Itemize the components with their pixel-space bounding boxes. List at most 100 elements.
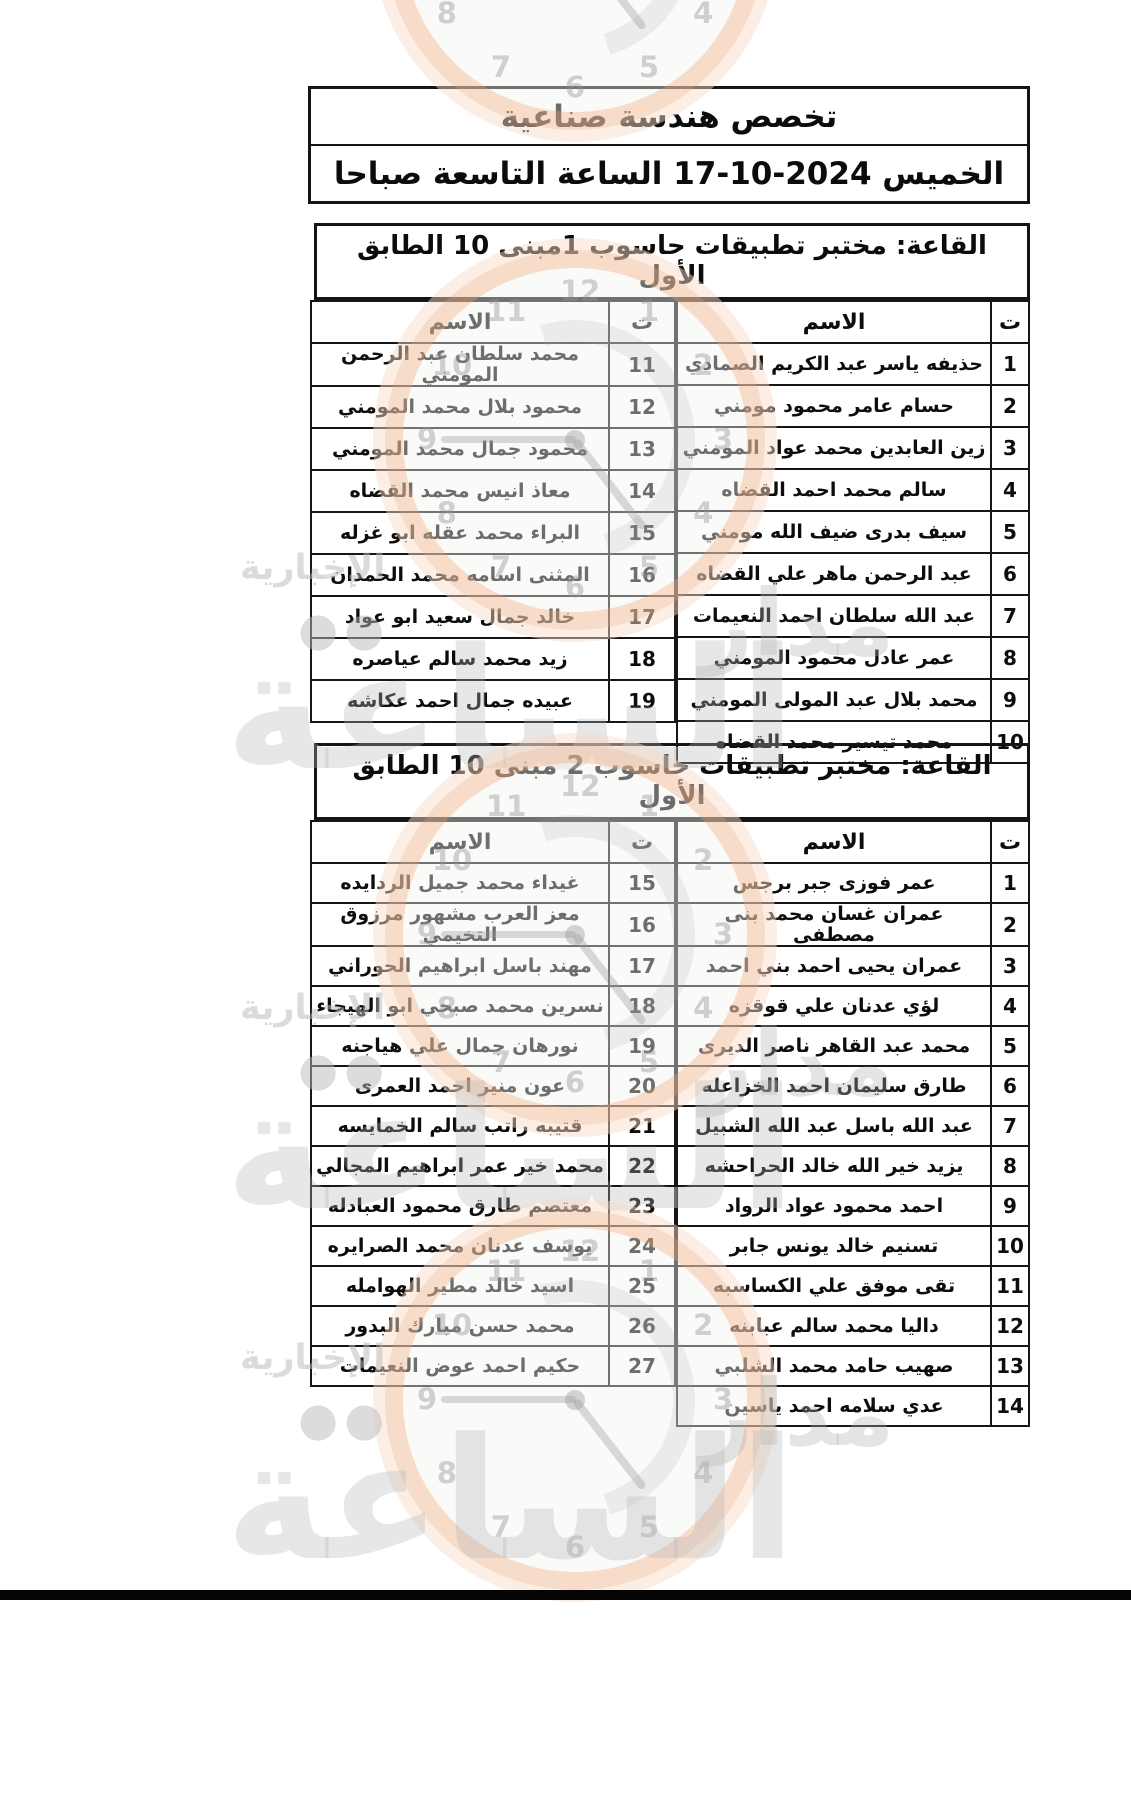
- row-number: 23: [608, 1185, 676, 1228]
- column-header-name: الاسم: [310, 820, 610, 864]
- row-number: 16: [608, 901, 676, 948]
- roster-row: 19 نورهان جمال علي هياجنه: [310, 1025, 676, 1068]
- roster-row: 25 اسيد خالد مطير الهوامله: [310, 1265, 676, 1308]
- roster-row: 3 زين العابدين محمد عواد المومني: [676, 426, 1030, 470]
- column-header-name: الاسم: [676, 300, 992, 344]
- row-number: 12: [608, 385, 676, 430]
- roster-row: 8 عمر عادل محمود المومني: [676, 636, 1030, 680]
- roster-row: 3 عمران يحيى احمد بني احمد: [676, 945, 1030, 988]
- student-name: عبد الله سلطان احمد النعيمات: [676, 594, 992, 638]
- student-name: عمران غسان محمد بنى مصطفى: [676, 901, 992, 948]
- row-number: 27: [608, 1345, 676, 1388]
- row-number: 16: [608, 553, 676, 598]
- roster-row: 4 لؤي عدنان علي قوقزه: [676, 985, 1030, 1028]
- student-name: لؤي عدنان علي قوقزه: [676, 985, 992, 1028]
- student-name: حسام عامر محمود مومني: [676, 384, 992, 428]
- row-number: 7: [990, 1105, 1030, 1148]
- roster-row: 7 عبد الله سلطان احمد النعيمات: [676, 594, 1030, 638]
- row-number: 12: [990, 1305, 1030, 1348]
- student-name: زيد محمد سالم عياصره: [310, 637, 610, 682]
- program-title: تخصص هندسة صناعية: [311, 89, 1027, 146]
- roster-half-left: ت الاسم 15 غيداء محمد جميل الردايده 16 معز …: [310, 820, 676, 1388]
- student-name: محمد حسن مبارك البدور: [310, 1305, 610, 1348]
- student-name: نسرين محمد صبحي ابو الهيجاء: [310, 985, 610, 1028]
- student-name: احمد محمود عواد الرواد: [676, 1185, 992, 1228]
- roster-row: 23 معتصم طارق محمود العبادله: [310, 1185, 676, 1228]
- row-number: 19: [608, 1025, 676, 1068]
- roster-row: 20 عون منير احمد العمرى: [310, 1065, 676, 1108]
- row-number: 3: [990, 426, 1030, 470]
- roster-row: 18 زيد محمد سالم عياصره: [310, 637, 676, 682]
- roster-row: 13 محمود جمال محمد المومني: [310, 427, 676, 472]
- row-number: 14: [990, 1385, 1030, 1428]
- roster-row: 26 محمد حسن مبارك البدور: [310, 1305, 676, 1348]
- column-header-num: ت: [990, 300, 1030, 344]
- row-number: 9: [990, 678, 1030, 722]
- roster-row: 2 عمران غسان محمد بنى مصطفى: [676, 901, 1030, 948]
- session-datetime: الخميس 2024-10-17 الساعة التاسعة صباحا: [333, 156, 1005, 192]
- student-name: خالد جمال سعيد ابو عواد: [310, 595, 610, 640]
- row-number: 4: [990, 985, 1030, 1028]
- roster-row: 10 تسنيم خالد يونس جابر: [676, 1225, 1030, 1268]
- student-name: عمر عادل محمود المومني: [676, 636, 992, 680]
- roster-row: 17 خالد جمال سعيد ابو عواد: [310, 595, 676, 640]
- student-name: عبد الرحمن ماهر علي القضاه: [676, 552, 992, 596]
- room-title: القاعة: مختبر تطبيقات حاسوب 2 مبنى 10 ال…: [314, 743, 1030, 820]
- roster-row: 1 حذيفه ياسر عبد الكريم الصمادي: [676, 342, 1030, 386]
- student-name: صهيب حامد محمد الشلبي: [676, 1345, 992, 1388]
- student-name: تقى موفق علي الكساسبه: [676, 1265, 992, 1308]
- roster-row: 9 احمد محمود عواد الرواد: [676, 1185, 1030, 1228]
- student-name: زين العابدين محمد عواد المومني: [676, 426, 992, 470]
- student-name: محمد تيسير محمد القضاه: [676, 720, 992, 764]
- column-header-num: ت: [608, 300, 676, 344]
- student-name: محمود بلال محمد المومني: [310, 385, 610, 430]
- roster-half-left: ت الاسم 11 محمد سلطان عبد الرحمن المومني 1…: [310, 300, 676, 724]
- row-number: 26: [608, 1305, 676, 1348]
- roster-row: 24 يوسف عدنان محمد الصرايره: [310, 1225, 676, 1268]
- row-number: 18: [608, 985, 676, 1028]
- student-name: نورهان جمال علي هياجنه: [310, 1025, 610, 1068]
- student-name: مهند باسل ابراهيم الحوراني: [310, 945, 610, 988]
- roster-row: 12 داليا محمد سالم عبابنه: [676, 1305, 1030, 1348]
- roster-row: 14 عدي سلامه احمد ياسين: [676, 1385, 1030, 1428]
- row-number: 10: [990, 1225, 1030, 1268]
- roster-row: 19 عبيده جمال احمد عكاشه: [310, 679, 676, 724]
- row-number: 15: [608, 511, 676, 556]
- student-name: محمد عبد القاهر ناصر الديرى: [676, 1025, 992, 1068]
- row-number: 5: [990, 510, 1030, 554]
- student-name: عمر فوزى جبر برجس: [676, 862, 992, 904]
- row-number: 24: [608, 1225, 676, 1268]
- roster-row: 1 عمر فوزى جبر برجس: [676, 862, 1030, 904]
- roster-row: 16 المثنى اسامه محمد الحمدان: [310, 553, 676, 598]
- roster-row: 15 البراء محمد عقله ابو غزله: [310, 511, 676, 556]
- row-number: 21: [608, 1105, 676, 1148]
- student-name: محمد سلطان عبد الرحمن المومني: [310, 341, 610, 388]
- row-number: 6: [990, 552, 1030, 596]
- row-number: 13: [990, 1345, 1030, 1388]
- row-number: 15: [608, 862, 676, 904]
- roster-row: 6 طارق سليمان احمد الخزاعله: [676, 1065, 1030, 1108]
- scanned-schedule-page: تخصص هندسة صناعية الخميس 2024-10-17 السا…: [308, 86, 1030, 1428]
- row-number: 18: [608, 637, 676, 682]
- student-name: محمود جمال محمد المومني: [310, 427, 610, 472]
- row-number: 13: [608, 427, 676, 472]
- roster-row: 21 قتيبه راتب سالم الخمايسه: [310, 1105, 676, 1148]
- row-number: 5: [990, 1025, 1030, 1068]
- student-name: معز العرب مشهور مرزوق التخيمي: [310, 901, 610, 948]
- row-number: 22: [608, 1145, 676, 1188]
- student-name: محمد بلال عبد المولى المومني: [676, 678, 992, 722]
- column-header-num: ت: [608, 820, 676, 864]
- row-number: 8: [990, 1145, 1030, 1188]
- roster-row: 13 صهيب حامد محمد الشلبي: [676, 1345, 1030, 1388]
- roster-row: 17 مهند باسل ابراهيم الحوراني: [310, 945, 676, 988]
- row-number: 10: [990, 720, 1030, 764]
- row-number: 17: [608, 595, 676, 640]
- student-name: يزيد خير الله خالد الحراحشه: [676, 1145, 992, 1188]
- row-number: 6: [990, 1065, 1030, 1108]
- student-name: معاذ انيس محمد القضاه: [310, 469, 610, 514]
- student-name: محمد خير عمر ابراهيم المجالي: [310, 1145, 610, 1188]
- roster-row: 16 معز العرب مشهور مرزوق التخيمي: [310, 901, 676, 948]
- row-number: 2: [990, 901, 1030, 948]
- student-name: سالم محمد احمد القضاه: [676, 468, 992, 512]
- student-name: البراء محمد عقله ابو غزله: [310, 511, 610, 556]
